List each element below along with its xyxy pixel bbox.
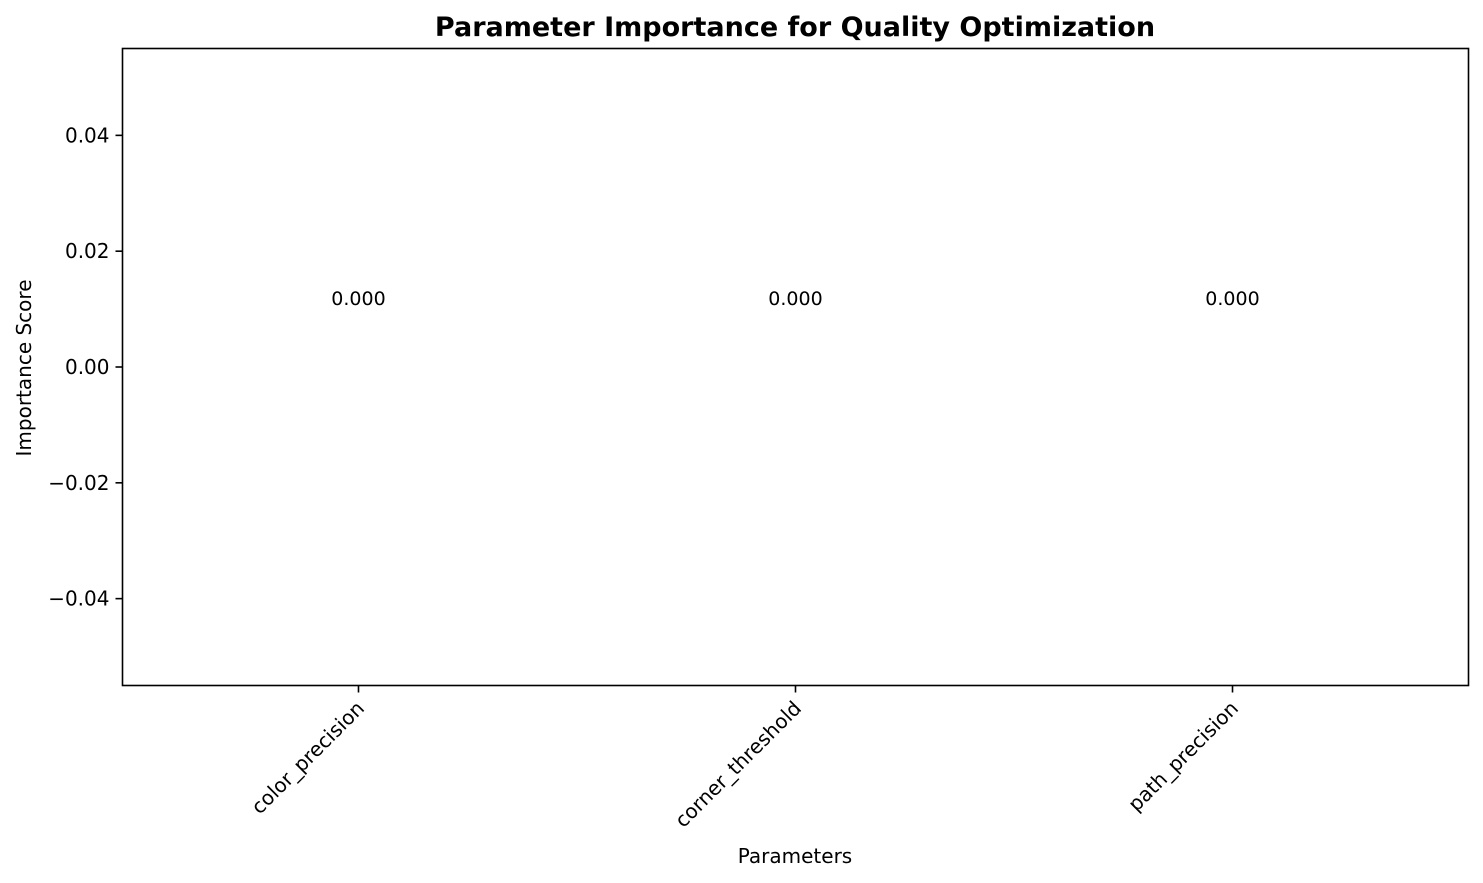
x-tick-label: path_precision — [1123, 696, 1243, 816]
chart-title: Parameter Importance for Quality Optimiz… — [435, 12, 1155, 43]
plot-area: 0.000 0.000 0.000 — [331, 288, 1259, 310]
y-axis-label: Importance Score — [12, 280, 36, 457]
x-axis: color_precision corner_threshold path_prec… — [246, 685, 1243, 832]
x-tick-label: corner_threshold — [670, 696, 806, 832]
y-tick-label: 0.00 — [65, 355, 110, 379]
bar-value-label: 0.000 — [331, 288, 385, 310]
x-axis-label: Parameters — [738, 844, 852, 868]
y-tick-label: 0.04 — [65, 123, 110, 147]
y-tick-label: −0.04 — [48, 587, 109, 611]
y-axis: −0.04 −0.02 0.00 0.02 0.04 — [48, 123, 123, 611]
bar-value-label: 0.000 — [768, 288, 822, 310]
x-tick-label: color_precision — [246, 696, 369, 819]
y-tick-label: −0.02 — [48, 471, 109, 495]
bar-value-label: 0.000 — [1205, 288, 1259, 310]
y-tick-label: 0.02 — [65, 239, 110, 263]
plot-frame — [121, 47, 1470, 687]
